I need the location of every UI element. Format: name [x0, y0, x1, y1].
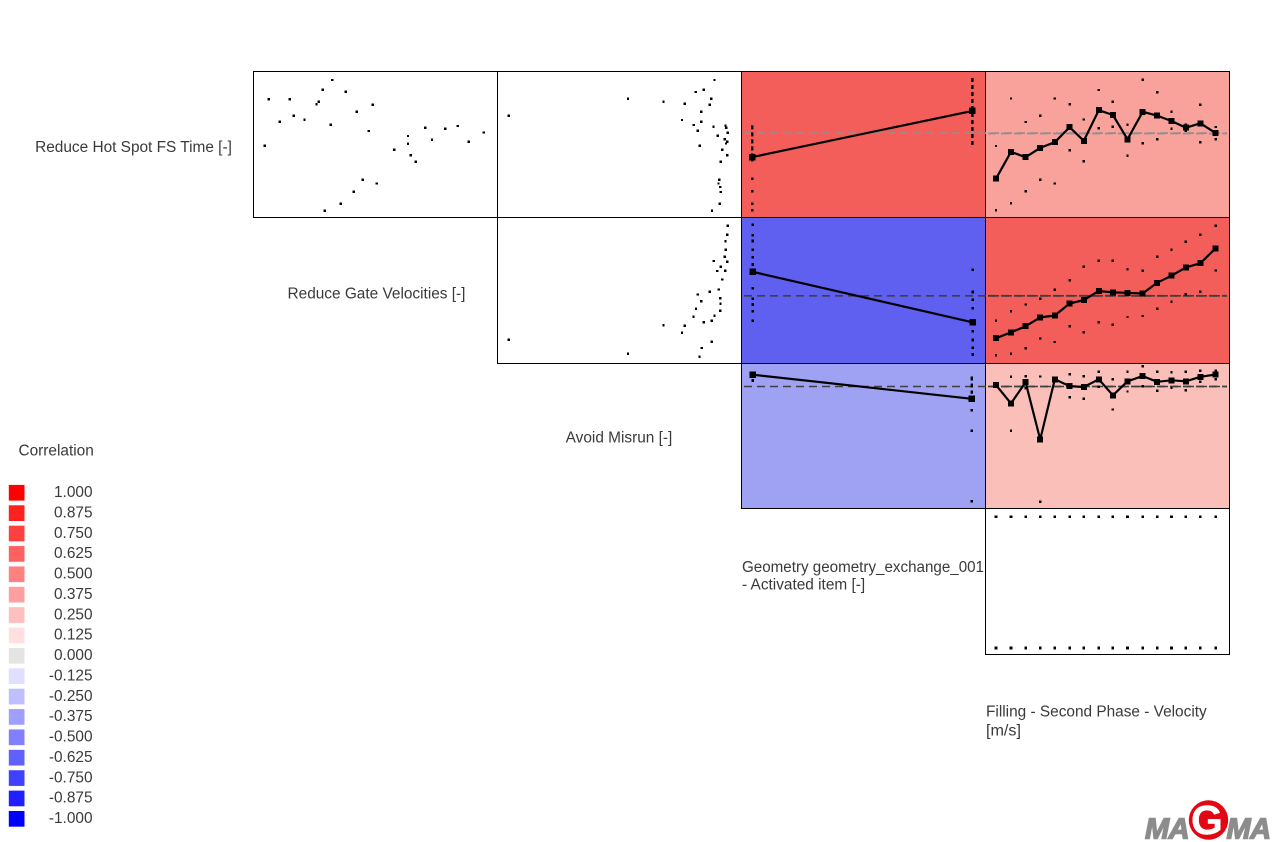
- svg-text:-0.125: -0.125: [49, 667, 93, 684]
- svg-text:Avoid Misrun [-]: Avoid Misrun [-]: [566, 430, 673, 447]
- svg-text:0.000: 0.000: [54, 647, 93, 664]
- svg-text:0.250: 0.250: [54, 606, 93, 623]
- svg-text:-0.375: -0.375: [49, 708, 93, 725]
- svg-text:- Activated item [-]: - Activated item [-]: [742, 577, 865, 594]
- svg-text:Reduce Hot Spot FS Time [-]: Reduce Hot Spot FS Time [-]: [35, 139, 232, 156]
- svg-text:0.125: 0.125: [54, 627, 93, 644]
- svg-text:0.750: 0.750: [54, 525, 93, 542]
- svg-text:0.375: 0.375: [54, 586, 93, 603]
- svg-text:MA: MA: [1145, 814, 1189, 842]
- svg-text:-1.000: -1.000: [49, 810, 93, 827]
- svg-text:0.500: 0.500: [54, 566, 93, 583]
- svg-text:Correlation: Correlation: [19, 443, 94, 460]
- svg-text:-0.250: -0.250: [49, 688, 93, 705]
- svg-text:1.000: 1.000: [54, 484, 93, 501]
- svg-text:0.875: 0.875: [54, 504, 93, 521]
- svg-text:Filling - Second Phase - Veloc: Filling - Second Phase - Velocity: [986, 703, 1207, 720]
- svg-text:MA: MA: [1227, 814, 1271, 842]
- svg-text:[m/s]: [m/s]: [986, 723, 1021, 740]
- svg-text:-0.625: -0.625: [49, 749, 93, 766]
- svg-text:-0.875: -0.875: [49, 790, 93, 807]
- svg-text:-0.500: -0.500: [49, 729, 93, 746]
- svg-text:0.625: 0.625: [54, 545, 93, 562]
- svg-text:Reduce Gate Velocities [-]: Reduce Gate Velocities [-]: [288, 286, 466, 303]
- svg-text:G: G: [1191, 797, 1223, 842]
- svg-text:Geometry geometry_exchange_001: Geometry geometry_exchange_001: [742, 559, 984, 576]
- svg-text:-0.750: -0.750: [49, 769, 93, 786]
